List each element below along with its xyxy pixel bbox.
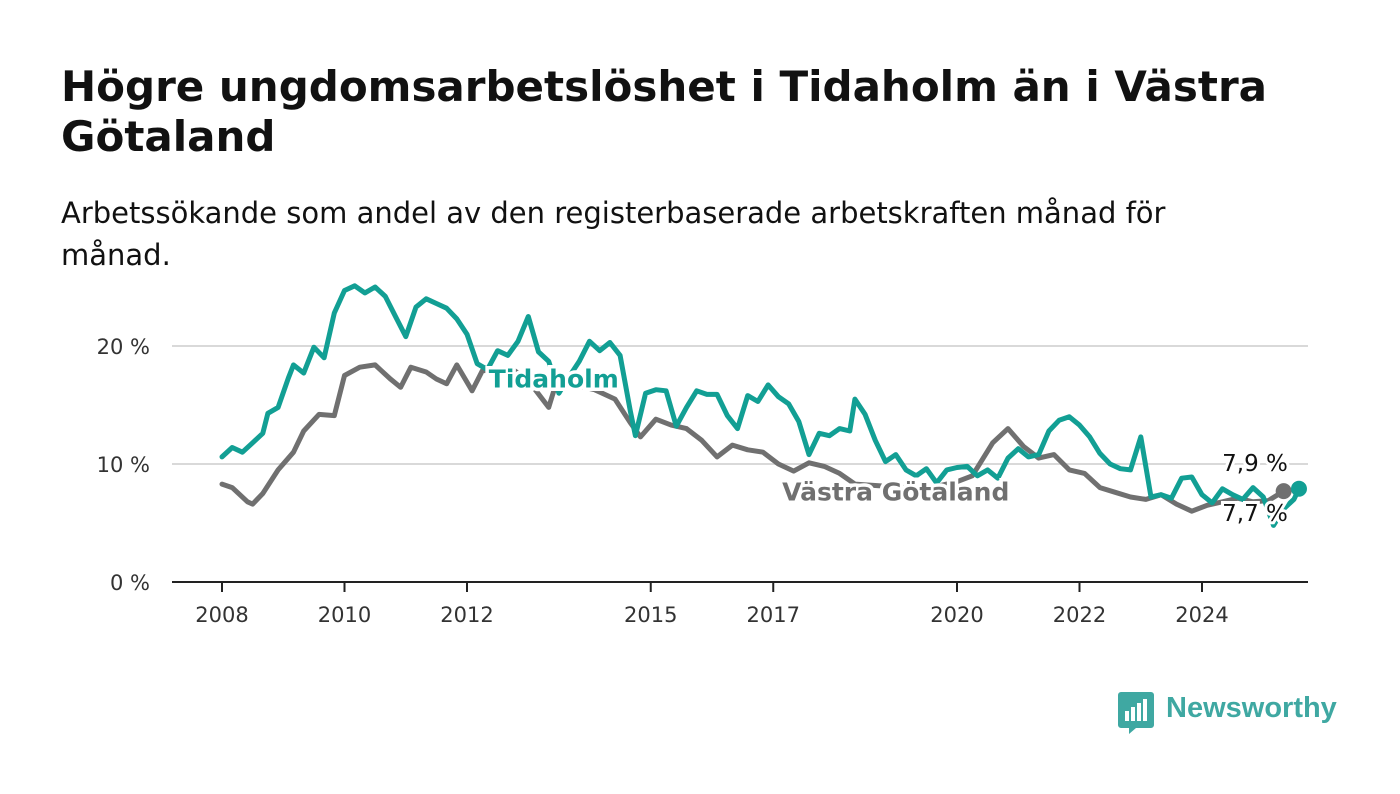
y-axis-ticks: 0 % 10 % 20 % [97, 335, 150, 595]
line-chart: 0 % 10 % 20 % 2008 2010 2012 2015 2017 2020 2022… [97, 283, 1308, 627]
series-end-label: 7,9 % [1222, 451, 1288, 477]
y-tick-label: 10 % [97, 453, 150, 477]
series-line [219, 283, 1302, 528]
x-tick-label: 2022 [1053, 603, 1106, 627]
series-name-label: Tidaholm [489, 364, 619, 393]
bar-chart-icon [1118, 692, 1154, 734]
brand-name: Newsworthy [1166, 692, 1337, 724]
series-line [219, 362, 1287, 514]
newsworthy-logo: Newsworthy [1118, 690, 1358, 736]
x-tick-label: 2017 [747, 603, 800, 627]
x-axis-ticks: 2008 2010 2012 2015 2017 2020 2022 2024 [195, 582, 1229, 627]
series-end-marker [1290, 480, 1307, 497]
series-labels: 7,9 % 7,7 % Västra Götaland Tidaholm [485, 361, 1291, 530]
y-tick-label: 0 % [110, 571, 150, 595]
series-name-label: Västra Götaland [782, 478, 1009, 507]
series-lines [219, 283, 1307, 528]
y-tick-label: 20 % [97, 335, 150, 359]
grid-lines [172, 345, 1308, 583]
series-end-marker [1275, 483, 1292, 500]
x-tick-label: 2020 [930, 603, 983, 627]
series-end-label: 7,7 % [1222, 501, 1288, 527]
x-tick-label: 2010 [318, 603, 371, 627]
x-tick-label: 2015 [624, 603, 677, 627]
chart-subtitle: Arbetssökande som andel av den registerb… [61, 196, 1166, 272]
x-tick-label: 2012 [440, 603, 493, 627]
x-tick-label: 2024 [1175, 603, 1228, 627]
x-tick-label: 2008 [195, 603, 248, 627]
chart-title: Högre ungdomsarbetslöshet i Tidaholm än … [61, 62, 1268, 161]
